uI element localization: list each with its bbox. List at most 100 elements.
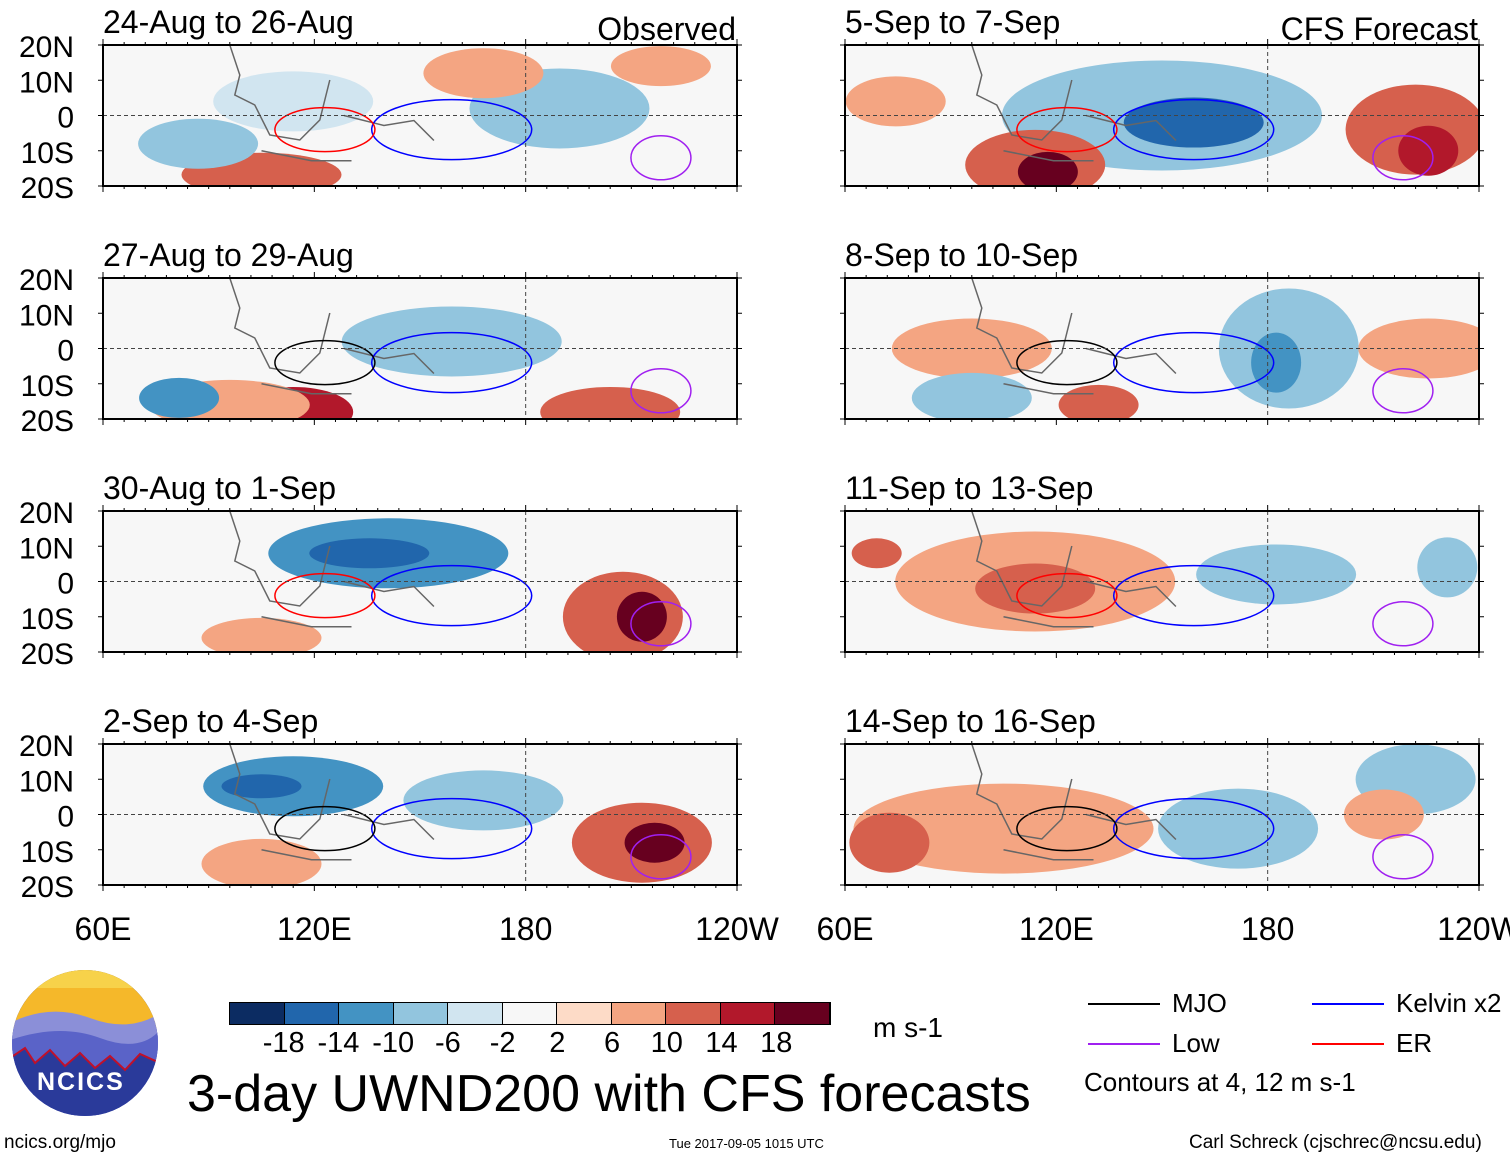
map-panel: 11-Sep to 13-Sep (840, 470, 1484, 658)
coastline (229, 511, 435, 628)
lat-tick-label: 10N (19, 299, 74, 332)
contour (274, 339, 376, 386)
low-contour (630, 601, 692, 647)
low-contour (630, 368, 692, 414)
map-panel: 14-Sep to 16-Sep 60E 120E 180 120W (817, 703, 1510, 947)
lat-tick-label: 20N (19, 31, 74, 64)
colorbar-tick-label: 18 (760, 1027, 793, 1059)
kelvin-contour (1112, 98, 1275, 161)
kelvin-contour (370, 797, 533, 860)
lat-tick-label: 10S (21, 836, 74, 869)
lat-tick-label: 20N (19, 497, 74, 530)
contour (274, 106, 376, 153)
low-contour (1372, 135, 1434, 181)
lat-tick-label: 10N (19, 66, 74, 99)
column-label: CFS Forecast (1281, 11, 1478, 47)
figure-title: 3-day UWND200 with CFS forecasts (187, 1065, 1031, 1123)
low-contour (1372, 834, 1434, 880)
colorbar-tick-label: -6 (435, 1027, 461, 1059)
anomaly-region (1398, 125, 1459, 176)
lon-tick-label: 120E (1019, 911, 1094, 947)
timestamp: Tue 2017-09-05 1015 UTC (669, 1136, 824, 1151)
anomaly-region (610, 46, 711, 87)
lon-tick-label: 120E (277, 911, 352, 947)
panel-title: 14-Sep to 16-Sep (845, 703, 1096, 739)
lon-tick-label: 180 (1241, 911, 1294, 947)
panel-title: 30-Aug to 1-Sep (103, 470, 336, 506)
colorbar-swatch (448, 1003, 503, 1024)
coastline (971, 511, 1177, 628)
lat-tick-label: 10S (21, 370, 74, 403)
coastline (229, 744, 435, 861)
anomaly-region (213, 71, 374, 132)
colorbar-tick-label: -14 (317, 1027, 360, 1059)
low-contour (1372, 368, 1434, 414)
colorbar-swatch (502, 1003, 558, 1024)
anomaly-region (1417, 537, 1478, 598)
colorbar-tick-label: -2 (489, 1027, 516, 1059)
lat-tick-label: 20S (21, 405, 74, 438)
coastline (229, 45, 435, 162)
lat-tick-label: 10S (21, 137, 74, 170)
lat-tick-label: 10N (19, 765, 74, 798)
lat-tick-label: 20N (19, 730, 74, 763)
low-contour (630, 834, 692, 880)
lon-tick-label: 60E (817, 911, 874, 947)
contour (1016, 805, 1118, 852)
anomaly-region (851, 538, 902, 569)
colorbar-swatch (611, 1003, 667, 1024)
anomaly-region (1343, 789, 1424, 840)
lon-tick-label: 60E (75, 911, 132, 947)
anomaly-region (849, 812, 930, 873)
contour (274, 805, 376, 852)
anomaly-region (911, 372, 1032, 419)
coastline (971, 278, 1177, 395)
colorbar-tick-label: -10 (372, 1027, 415, 1059)
panel-title: 24-Aug to 26-Aug (103, 4, 354, 40)
legend-label: ER (1396, 1028, 1433, 1058)
contour (274, 572, 376, 619)
lat-tick-label: 0 (57, 102, 74, 135)
legend-line (1088, 1003, 1160, 1005)
legend-line (1088, 1043, 1160, 1045)
anomaly-region (139, 377, 220, 418)
colorbar-swatch (230, 1003, 285, 1024)
ncics-logo: NCICS (10, 968, 160, 1118)
anomaly-region (1196, 544, 1357, 605)
panel-title: 8-Sep to 10-Sep (845, 237, 1078, 273)
colorbar-swatch (284, 1003, 340, 1024)
anomaly-region (540, 386, 681, 419)
panel-title: 27-Aug to 29-Aug (103, 237, 354, 273)
kelvin-contour (370, 564, 533, 627)
lon-tick-label: 120W (695, 911, 779, 947)
colorbar-swatch (666, 1003, 721, 1024)
contour (1016, 339, 1118, 386)
map-panel: 8-Sep to 10-Sep (840, 237, 1484, 425)
low-contour (630, 135, 692, 181)
low-contour (1372, 601, 1434, 647)
panel-title: 5-Sep to 7-Sep (845, 4, 1060, 40)
anomaly-region (975, 563, 1096, 614)
anomaly-region (309, 538, 430, 569)
lat-tick-label: 20S (21, 871, 74, 904)
panel-title: 11-Sep to 13-Sep (845, 470, 1093, 506)
colorbar-swatch (720, 1003, 776, 1024)
coastline (971, 45, 1177, 162)
anomaly-region (201, 838, 322, 885)
anomaly-region (138, 118, 259, 169)
anomaly-region (423, 48, 544, 99)
colorbar-swatch (393, 1003, 449, 1024)
colorbar-tick-label: 14 (705, 1027, 738, 1059)
website-link[interactable]: ncics.org/mjo (4, 1132, 116, 1153)
kelvin-contour (1112, 331, 1275, 394)
lon-tick-label: 180 (499, 911, 552, 947)
colorbar-swatch (775, 1003, 831, 1024)
colorbar-tick-label: 10 (650, 1027, 683, 1059)
colorbar-swatch (557, 1003, 612, 1024)
anomaly-region (1123, 97, 1264, 148)
